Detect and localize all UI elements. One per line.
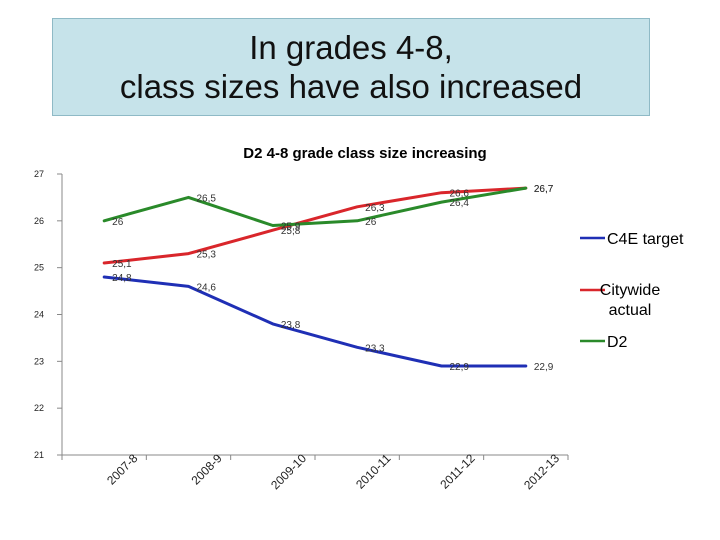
y-tick-label: 21 [34, 450, 44, 460]
data-label: 22,9 [450, 362, 470, 373]
data-label: 24,8 [112, 273, 132, 284]
x-tick-label: 2009-10 [268, 451, 309, 492]
legend-label-line: Citywide [600, 282, 661, 299]
chart-data-labels: 24,8 24,6 23,8 23,3 22,9 22,9 25,1 25,3 25,8 26,3… [112, 184, 554, 373]
data-label: 26,7 [534, 184, 554, 195]
data-label: 26,4 [450, 198, 470, 209]
legend-label-line: actual [609, 302, 652, 319]
chart-series [102, 186, 528, 368]
x-tick-label: 2007-8 [104, 451, 141, 488]
data-label: 26,5 [197, 193, 217, 204]
data-label: 25,3 [197, 250, 217, 261]
data-label: 26 [365, 217, 377, 228]
x-tick-label: 2011-12 [437, 451, 478, 492]
data-label: 23,8 [281, 320, 301, 331]
chart-legend: C4E target Citywide actual D2 [580, 231, 684, 351]
x-tick-label: 2010-11 [353, 451, 394, 492]
data-label: 26,7 [534, 184, 554, 195]
y-tick-label: 26 [34, 216, 44, 226]
chart-title: D2 4-8 grade class size increasing [243, 145, 486, 162]
x-tick-label: 2008-9 [188, 451, 225, 488]
data-label: 22,9 [534, 362, 554, 373]
x-tick-label: 2012-13 [521, 451, 562, 492]
legend-label: C4E target [607, 231, 684, 248]
data-label: 26,6 [450, 189, 470, 200]
y-tick-label: 22 [34, 403, 44, 413]
data-label: 25,8 [281, 226, 301, 237]
data-label: 24,6 [197, 282, 217, 293]
data-label: 26,3 [365, 203, 385, 214]
data-label: 23,3 [365, 343, 385, 354]
y-tick-label: 25 [34, 263, 44, 273]
y-tick-label: 27 [34, 169, 44, 179]
y-tick-label: 24 [34, 310, 44, 320]
legend-label: D2 [607, 334, 628, 351]
slide-title-line-1: In grades 4-8, [249, 29, 453, 66]
series-line-c4e-target [102, 275, 528, 368]
series-line-d2 [102, 186, 528, 227]
data-label: 26 [112, 217, 124, 228]
y-tick-label: 23 [34, 356, 44, 366]
data-label: 25,9 [281, 222, 301, 233]
slide-title-box: In grades 4-8, class sizes have also inc… [52, 18, 650, 116]
slide-title-line-2: class sizes have also increased [119, 68, 583, 105]
series-line-citywide-actual [102, 186, 528, 265]
data-label: 25,1 [112, 259, 132, 270]
